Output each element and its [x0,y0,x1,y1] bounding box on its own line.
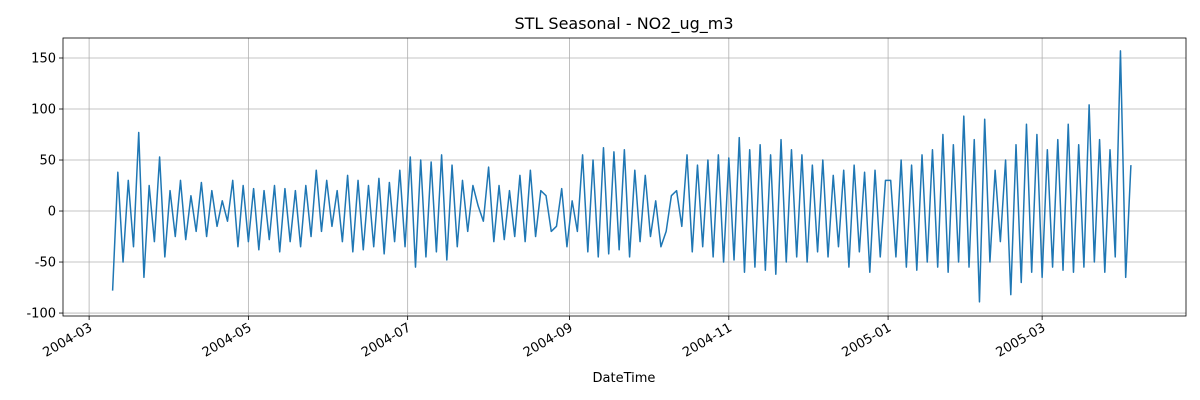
y-tick-label: 150 [31,51,56,66]
x-tick-label: 2004-05 [200,320,255,360]
x-tick-label: 2004-09 [521,320,576,360]
y-tick-label: 100 [31,103,56,118]
data-line [111,50,1132,303]
y-tick-label: 50 [39,154,56,169]
chart-title: STL Seasonal - NO2_ug_m3 [515,14,734,34]
x-axis-label: DateTime [593,371,656,386]
x-tick-label: 2005-03 [994,320,1049,360]
y-tick-label: 0 [48,205,56,220]
y-tick-label: -100 [26,307,56,322]
x-tick-label: 2005-01 [840,320,895,360]
x-tick-label: 2004-07 [359,320,414,360]
x-tick-label: 2004-03 [41,320,96,360]
y-tick-label: -50 [35,256,56,271]
x-tick-label: 2004-11 [680,320,735,360]
plot-frame [62,37,1187,317]
